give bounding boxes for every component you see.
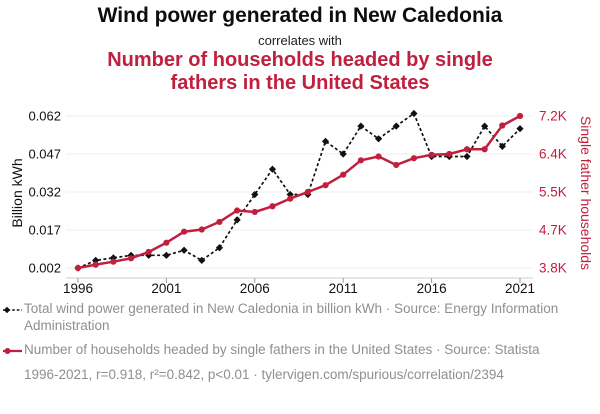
gridlines: [66, 115, 533, 269]
secondary-title: Number of households headed by single fa…: [107, 49, 493, 94]
x-tick-label: 2001: [151, 281, 181, 296]
solid-circle-series-icon: [3, 348, 22, 354]
series-single-father-households-us: [74, 112, 524, 272]
x-tick-label: 1996: [63, 281, 93, 296]
right-tick-label: 7.2K: [539, 109, 567, 124]
x-tick-label: 2011: [329, 281, 358, 296]
right-tick-label: 6.4K: [539, 147, 567, 162]
x-axis: 1996 2001 2006 2011 2016 2021: [63, 277, 535, 296]
series-wind-power-new-caledonia: [74, 109, 524, 272]
stats-line: 1996-2021, r=0.918, r²=0.842, p<0.01 · t…: [24, 366, 504, 382]
legend: Total wind power generated in New Caledo…: [0, 301, 600, 383]
left-tick-label: 0.062: [28, 109, 61, 124]
left-tick-label: 0.032: [28, 185, 61, 200]
dashed-diamond-series-icon: [3, 306, 22, 314]
right-axis-ticks: 3.8K 4.7K 5.5K 6.4K 7.2K: [539, 109, 567, 276]
right-tick-label: 3.8K: [539, 261, 567, 276]
x-tick-label: 2006: [240, 281, 270, 296]
legend-text-single-fathers: Number of households headed by single fa…: [24, 342, 540, 357]
x-tick-label: 2021: [505, 281, 535, 296]
correlates-with-label: correlates with: [258, 33, 342, 48]
legend-item-single-fathers: Number of households headed by single fa…: [0, 342, 578, 359]
legend-item-wind-power: Total wind power generated in New Caledo…: [0, 301, 578, 334]
right-tick-label: 4.7K: [539, 223, 567, 238]
right-tick-label: 5.5K: [539, 185, 567, 200]
left-tick-label: 0.002: [28, 261, 61, 276]
left-tick-label: 0.017: [28, 223, 61, 238]
chart-plot: 1996 2001 2006 2011 2016 20210.0020.0170.0320…: [28, 109, 567, 297]
x-tick-label: 2016: [417, 281, 447, 296]
legend-text-wind-power: Total wind power generated in New Caledo…: [24, 301, 559, 333]
left-axis-ticks: 0.002 0.017 0.032 0.047 0.062: [28, 109, 61, 276]
primary-title: Wind power generated in New Caledonia: [97, 4, 503, 27]
left-tick-label: 0.047: [28, 147, 61, 162]
